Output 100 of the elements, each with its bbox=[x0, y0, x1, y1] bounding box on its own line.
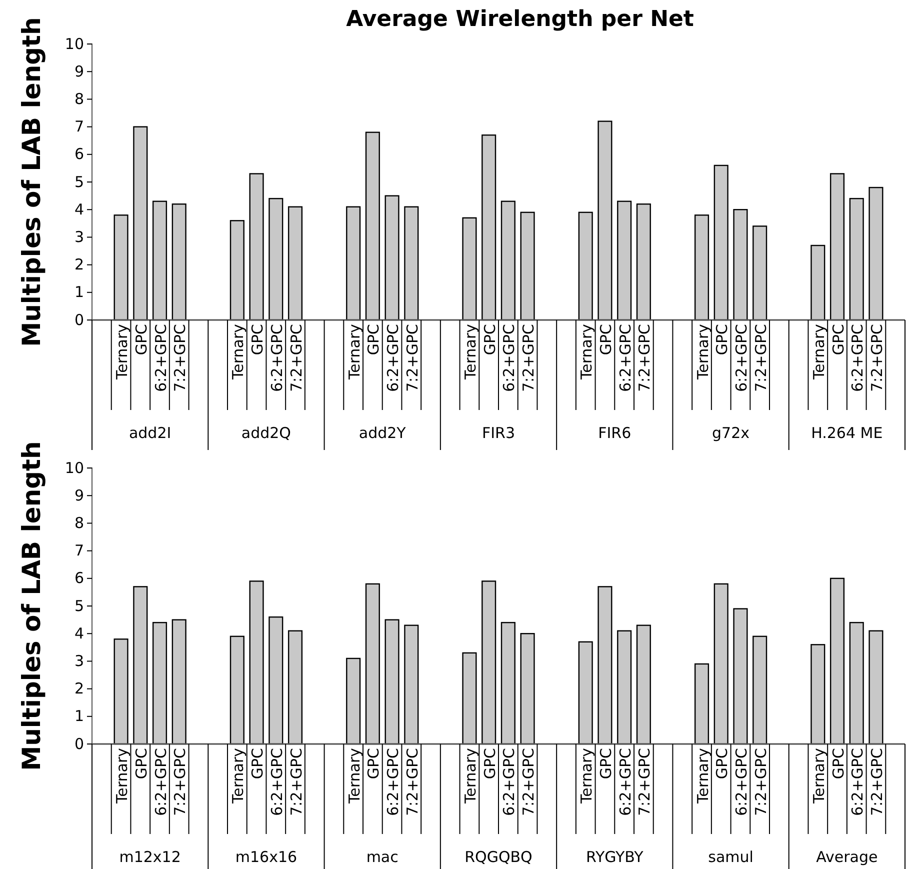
bar bbox=[578, 212, 593, 321]
y-tick-label: 7 bbox=[74, 118, 84, 136]
bar bbox=[482, 580, 496, 745]
x-tick-label: 7:2+GPC bbox=[752, 748, 770, 816]
text: add2I bbox=[128, 424, 172, 442]
x-tick-label: Ternary bbox=[229, 748, 248, 804]
y-tick-label: 7 bbox=[74, 542, 84, 560]
x-tick-label: 6:2+GPC bbox=[732, 748, 750, 816]
x-tick-label: 6:2+GPC bbox=[268, 324, 286, 392]
x-tick-label: 6:2+GPC bbox=[384, 324, 402, 392]
y-tick-label: 5 bbox=[74, 596, 84, 615]
x-tick-label: Ternary bbox=[810, 324, 828, 380]
bar bbox=[617, 630, 632, 745]
bar bbox=[578, 641, 593, 745]
x-tick-label: 7:2+GPC bbox=[171, 748, 190, 816]
x-tick-label: 7:2+GPC bbox=[636, 324, 654, 392]
y-axis-title: Multiples of LAB length bbox=[17, 441, 46, 771]
y-tick-label: 9 bbox=[74, 62, 84, 80]
y-tick-label: 2 bbox=[74, 680, 84, 698]
x-tick-label: 6:2+GPC bbox=[152, 748, 170, 816]
y-tick-label: 1 bbox=[74, 283, 84, 302]
text: H.264 ME bbox=[811, 424, 883, 442]
bar bbox=[152, 622, 168, 745]
x-tick-label: GPC bbox=[480, 748, 499, 780]
y-tick-label: 10 bbox=[64, 34, 84, 53]
bar bbox=[752, 226, 768, 321]
x-tick-label: 6:2+GPC bbox=[848, 324, 867, 392]
bar bbox=[849, 622, 864, 745]
bar bbox=[752, 636, 768, 745]
x-tick-label: Ternary bbox=[694, 324, 712, 380]
bar bbox=[384, 195, 400, 321]
bar bbox=[830, 173, 845, 321]
x-tick-label: 7:2+GPC bbox=[403, 324, 422, 392]
x-tick-label: GPC bbox=[829, 748, 848, 780]
y-tick-label: 10 bbox=[64, 458, 84, 477]
x-tick-label: Ternary bbox=[113, 748, 132, 804]
bar bbox=[365, 583, 380, 745]
x-tick-label: 7:2+GPC bbox=[403, 748, 422, 816]
text: m12x12 bbox=[119, 848, 181, 866]
x-tick-label: 6:2+GPC bbox=[616, 324, 634, 392]
y-tick-label: 3 bbox=[74, 652, 84, 670]
x-tick-label: GPC bbox=[829, 324, 848, 356]
bar bbox=[598, 120, 612, 321]
x-tick-label: 6:2+GPC bbox=[152, 324, 170, 392]
bar bbox=[500, 622, 516, 745]
bar bbox=[520, 212, 535, 321]
bar bbox=[172, 203, 186, 321]
bar bbox=[830, 578, 845, 745]
chart-title: Average Wirelength per Net bbox=[346, 7, 694, 32]
bar bbox=[849, 198, 864, 321]
text: FIR3 bbox=[482, 424, 516, 442]
bar bbox=[133, 586, 148, 745]
bar bbox=[520, 633, 535, 745]
y-tick-label: 9 bbox=[74, 486, 84, 504]
y-tick-label: 8 bbox=[74, 90, 84, 108]
x-tick-label: 7:2+GPC bbox=[287, 748, 306, 816]
x-tick-label: Ternary bbox=[113, 324, 132, 380]
x-tick-label: GPC bbox=[132, 748, 150, 780]
bar bbox=[346, 658, 361, 745]
bar bbox=[365, 132, 380, 321]
bar bbox=[462, 652, 477, 745]
x-tick-label: GPC bbox=[713, 748, 732, 780]
x-tick-label: Ternary bbox=[694, 748, 712, 804]
bar bbox=[810, 244, 826, 321]
x-tick-label: Ternary bbox=[229, 324, 248, 380]
bar bbox=[733, 608, 748, 745]
x-tick-label: GPC bbox=[248, 324, 267, 356]
x-tick-label: GPC bbox=[132, 324, 150, 356]
x-tick-label: 7:2+GPC bbox=[171, 324, 190, 392]
x-tick-label: Ternary bbox=[461, 324, 480, 380]
x-tick-label: Ternary bbox=[345, 748, 364, 804]
y-axis-title: Multiples of LAB length bbox=[17, 17, 46, 347]
bar bbox=[500, 200, 516, 321]
bar bbox=[288, 630, 303, 745]
bar bbox=[636, 203, 651, 321]
bar bbox=[810, 644, 826, 745]
bar bbox=[462, 217, 477, 321]
text: m16x16 bbox=[235, 848, 298, 866]
x-tick-label: 7:2+GPC bbox=[520, 324, 538, 392]
y-tick-label: 4 bbox=[74, 624, 84, 642]
x-tick-label: 6:2+GPC bbox=[500, 748, 518, 816]
bar bbox=[230, 636, 244, 745]
bar bbox=[733, 209, 748, 321]
x-tick-label: GPC bbox=[596, 324, 615, 356]
bar bbox=[714, 164, 728, 321]
x-tick-label: 6:2+GPC bbox=[732, 324, 750, 392]
x-tick-label: 6:2+GPC bbox=[500, 324, 518, 392]
bar bbox=[694, 214, 710, 321]
bar bbox=[868, 186, 884, 321]
bar bbox=[617, 200, 632, 321]
text: RQGQBQ bbox=[464, 848, 532, 866]
y-tick-label: 1 bbox=[74, 707, 84, 726]
bar bbox=[346, 206, 361, 321]
bar bbox=[172, 619, 186, 745]
bar bbox=[694, 663, 710, 745]
x-tick-label: 6:2+GPC bbox=[268, 748, 286, 816]
bar bbox=[133, 126, 148, 321]
y-tick-label: 6 bbox=[74, 145, 84, 164]
bar bbox=[249, 580, 264, 745]
bar bbox=[230, 220, 244, 321]
